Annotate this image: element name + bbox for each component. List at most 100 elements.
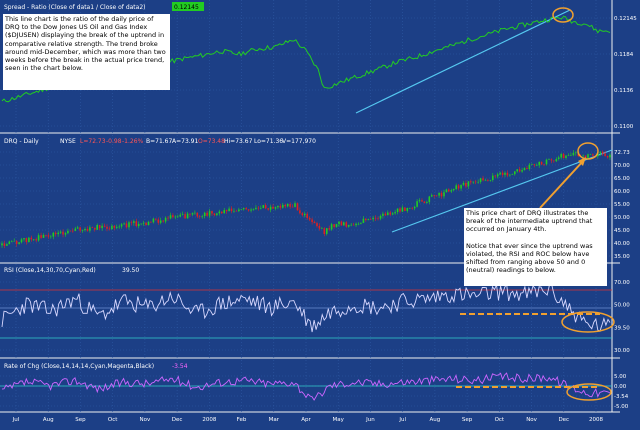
price-candle-body	[494, 175, 496, 177]
price-candle-body	[94, 227, 96, 230]
ratio-note-container: This line chart is the ratio of the dail…	[5, 15, 166, 73]
ratio-axis-tick-label: 0.1184	[614, 52, 634, 58]
price-candle-body	[584, 155, 587, 158]
price-candle-body	[474, 181, 477, 183]
price-high: Hi=73.67	[224, 138, 253, 145]
price-candle-body	[377, 218, 379, 220]
price-candle-body	[597, 153, 599, 157]
price-candle-body	[257, 207, 260, 209]
price-candle-body	[142, 222, 145, 224]
price-last: L=72.73	[80, 138, 106, 145]
price-candle-body	[108, 228, 111, 230]
price-candle-body	[269, 206, 272, 210]
price-candle-body	[460, 184, 462, 189]
price-candle-body	[240, 209, 243, 210]
price-candle-body	[62, 231, 64, 235]
price-candle-body	[296, 203, 299, 211]
price-candle-body	[123, 223, 125, 225]
price-candle-body	[321, 228, 323, 229]
price-candle-body	[567, 155, 570, 156]
price-candle-body	[194, 212, 196, 214]
ratio-note-text: This line chart is the ratio of the dail…	[5, 15, 166, 73]
price-candle-body	[120, 224, 123, 227]
price-candle-body	[404, 207, 406, 211]
price-candle-body	[301, 213, 304, 216]
price-candle-body	[118, 226, 120, 228]
price-candle-body	[35, 239, 37, 241]
price-candle-body	[162, 220, 164, 222]
price-candle-body	[157, 219, 160, 223]
price-candle-body	[323, 228, 326, 234]
price-candle-body	[20, 239, 23, 243]
x-axis-tick-label: Sep	[75, 417, 86, 423]
price-candle-body	[279, 205, 282, 208]
price-candle-body	[457, 185, 460, 189]
price-candle-body	[8, 241, 11, 245]
price-candle-body	[191, 213, 194, 215]
price-candle-body	[147, 221, 150, 225]
price-candle-body	[74, 228, 77, 231]
price-uptrend-line	[391, 149, 613, 233]
x-axis-tick-label: Oct	[108, 417, 118, 423]
price-candle-body	[431, 195, 433, 197]
price-candle-body	[201, 216, 203, 217]
price-candle-body	[181, 214, 184, 215]
price-candle-body	[350, 224, 352, 226]
price-candle-body	[150, 221, 152, 223]
price-candle-body	[411, 207, 413, 209]
price-candle-body	[413, 206, 416, 209]
price-candle-body	[543, 164, 545, 165]
price-candle-body	[533, 164, 536, 166]
price-open: O=73.48	[198, 138, 225, 145]
price-candle-body	[50, 236, 52, 238]
price-candle-body	[333, 224, 335, 227]
price-candle-body	[357, 223, 360, 225]
price-note-paragraph-2: Notice that ever since the uptrend was v…	[466, 241, 593, 275]
price-candle-body	[379, 215, 382, 219]
price-candle-body	[472, 181, 475, 183]
price-candle-body	[286, 204, 289, 207]
price-candle-body	[367, 219, 370, 221]
price-candle-body	[426, 202, 428, 203]
rsi-y-axis: 70.00 50.00 39.50 30.00	[614, 280, 630, 354]
price-candle-body	[177, 216, 179, 218]
price-candle-body	[140, 223, 142, 225]
price-axis-tick-label: 65.00	[614, 176, 630, 182]
price-candle-body	[462, 183, 465, 185]
price-candle-body	[272, 206, 274, 209]
rsi-panel-title: RSI (Close,14,30,70,Cyan,Red)	[4, 267, 96, 274]
price-candle-body	[47, 235, 50, 237]
price-candle-body	[526, 168, 528, 169]
price-candle-body	[394, 212, 396, 214]
price-candle-body	[40, 235, 42, 238]
price-candle-body	[352, 224, 355, 226]
price-candle-body	[116, 226, 118, 228]
price-candle-body	[528, 164, 531, 169]
price-axis-tick-label: 70.00	[614, 163, 630, 169]
price-axis-tick-label: 40.00	[614, 241, 630, 247]
price-candle-body	[106, 226, 108, 229]
price-candle-body	[592, 154, 594, 156]
price-candle-body	[347, 224, 350, 227]
price-candle-body	[128, 222, 130, 228]
price-candle-body	[374, 217, 377, 219]
price-candle-body	[360, 222, 362, 224]
price-candle-body	[274, 207, 277, 209]
price-candle-body	[235, 210, 238, 212]
price-note-paragraph-1: This price chart of DRQ illustrates the …	[466, 209, 593, 234]
price-candle-body	[518, 169, 521, 172]
price-candle-body	[516, 169, 518, 172]
price-candle-body	[365, 218, 367, 221]
price-candle-body	[18, 242, 20, 244]
x-axis-tick-label: Aug	[43, 417, 54, 423]
price-axis-tick-label: 72.73	[614, 150, 630, 156]
price-candle-body	[103, 225, 106, 227]
price-candle-body	[242, 208, 245, 210]
price-candle-body	[233, 210, 235, 212]
price-candle-body	[455, 185, 457, 189]
x-axis-tick-label: Apr	[301, 417, 311, 423]
price-candle-body	[32, 239, 35, 240]
ratio-last-badge	[172, 2, 204, 11]
x-axis-tick-label: Mar	[269, 417, 280, 423]
price-candle-body	[252, 209, 255, 210]
